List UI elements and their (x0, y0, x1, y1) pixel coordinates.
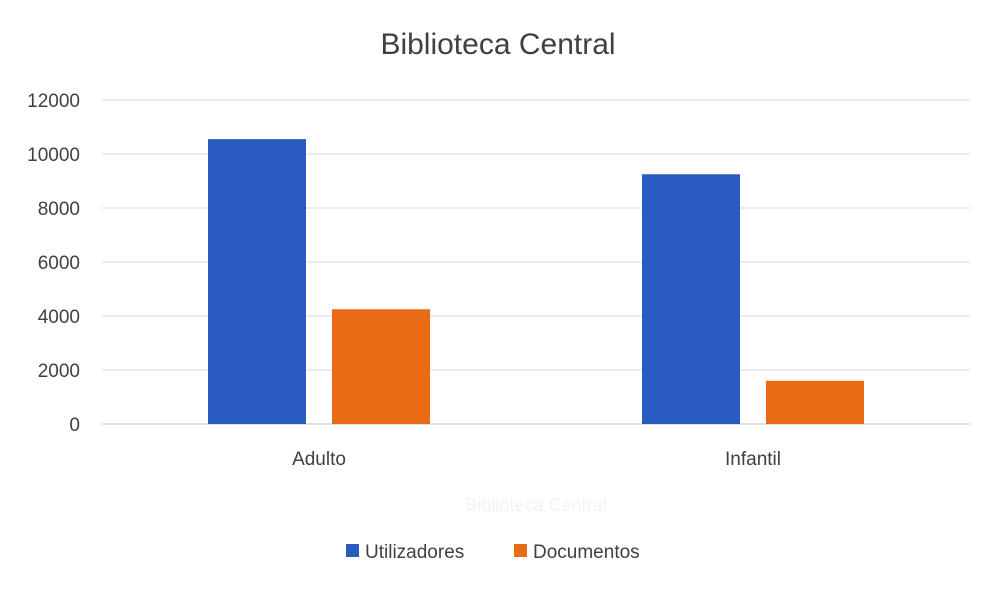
y-tick-label: 10000 (27, 145, 80, 166)
legend: Utilizadores Documentos (346, 542, 640, 563)
legend-label-documentos: Documentos (533, 542, 640, 563)
bar-utilizadores-adulto (208, 139, 306, 424)
bar-documentos-adulto (332, 309, 430, 424)
bar-utilizadores-infantil (642, 174, 740, 424)
y-tick-label: 4000 (38, 307, 80, 328)
y-tick-label: 12000 (27, 91, 80, 112)
bars (208, 139, 864, 424)
x-axis-categories: Adulto Infantil (292, 449, 781, 470)
legend-swatch-utilizadores (346, 544, 359, 557)
legend-label-utilizadores: Utilizadores (365, 542, 464, 563)
faint-caption: Biblioteca Central (465, 495, 606, 515)
y-tick-label: 6000 (38, 253, 80, 274)
bar-documentos-infantil (766, 380, 864, 424)
y-tick-label: 2000 (38, 361, 80, 382)
chart-title: Biblioteca Central (380, 28, 615, 61)
x-category-label: Adulto (292, 449, 346, 470)
y-tick-label: 8000 (38, 199, 80, 220)
legend-swatch-documentos (514, 544, 527, 557)
y-tick-label: 0 (69, 415, 80, 436)
y-axis-ticks: 0 2000 4000 6000 8000 10000 12000 (27, 91, 80, 436)
x-category-label: Infantil (725, 449, 781, 470)
